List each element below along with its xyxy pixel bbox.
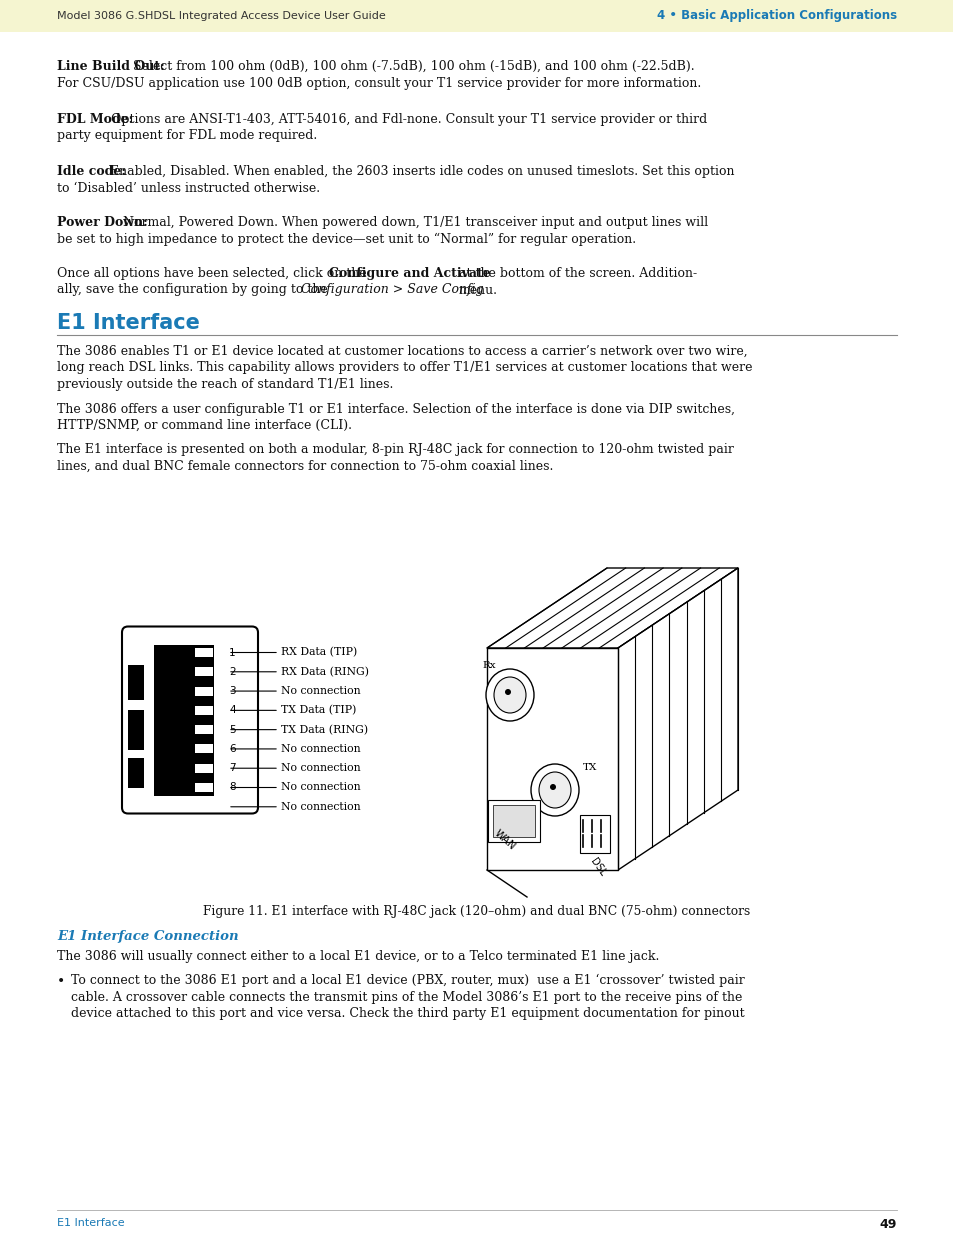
Text: Idle code:: Idle code: [57, 165, 126, 178]
Text: 2: 2 [229, 667, 235, 677]
Bar [194, 783, 213, 792]
Bar [194, 706, 213, 715]
Text: No connection: No connection [281, 687, 360, 697]
Polygon shape [618, 568, 738, 869]
Text: lines, and dual BNC female connectors for connection to 75-ohm coaxial lines.: lines, and dual BNC female connectors fo… [57, 459, 553, 473]
Bar [194, 725, 213, 734]
Circle shape [504, 689, 511, 695]
Text: The 3086 offers a user configurable T1 or E1 interface. Selection of the interfa: The 3086 offers a user configurable T1 o… [57, 403, 734, 415]
Bar [128, 758, 144, 788]
Ellipse shape [494, 677, 525, 713]
Text: be set to high impedance to protect the device—set unit to “Normal” for regular : be set to high impedance to protect the … [57, 232, 636, 246]
Text: RX Data (TIP): RX Data (TIP) [281, 647, 356, 658]
Text: to ‘Disabled’ unless instructed otherwise.: to ‘Disabled’ unless instructed otherwis… [57, 182, 320, 194]
Text: The E1 interface is presented on both a modular, 8-pin RJ-48C jack for connectio: The E1 interface is presented on both a … [57, 443, 733, 457]
Text: For CSU/DSU application use 100 0dB option, consult your T1 service provider for: For CSU/DSU application use 100 0dB opti… [57, 77, 700, 89]
Text: No connection: No connection [281, 802, 360, 811]
Bar [579, 815, 609, 853]
Text: ally, save the configuration by going to the: ally, save the configuration by going to… [57, 284, 332, 296]
Bar [194, 687, 213, 695]
Polygon shape [486, 648, 618, 869]
Circle shape [550, 784, 556, 790]
Bar [194, 745, 213, 753]
Text: Figure 11. E1 interface with RJ-48C jack (120–ohm) and dual BNC (75-ohm) connect: Figure 11. E1 interface with RJ-48C jack… [203, 905, 750, 918]
Text: E1 Interface: E1 Interface [57, 1218, 125, 1228]
Text: Normal, Powered Down. When powered down, T1/E1 transceiver input and output line: Normal, Powered Down. When powered down,… [123, 216, 707, 228]
Text: Line Build Out:: Line Build Out: [57, 61, 165, 73]
Bar [488, 800, 539, 842]
Text: HTTP/SNMP, or command line interface (CLI).: HTTP/SNMP, or command line interface (CL… [57, 419, 352, 432]
Text: Model 3086 G.SHDSL Integrated Access Device User Guide: Model 3086 G.SHDSL Integrated Access Dev… [57, 11, 385, 21]
Text: 1: 1 [229, 647, 235, 657]
Text: 7: 7 [229, 763, 235, 773]
Text: device attached to this port and vice versa. Check the third party E1 equipment : device attached to this port and vice ve… [71, 1007, 744, 1020]
Text: Once all options have been selected, click on the: Once all options have been selected, cli… [57, 267, 370, 280]
Text: 8: 8 [229, 783, 235, 793]
Bar [128, 664, 144, 700]
Text: party equipment for FDL mode required.: party equipment for FDL mode required. [57, 130, 317, 142]
Text: Power Down:: Power Down: [57, 216, 148, 228]
Text: E1 Interface: E1 Interface [57, 312, 200, 333]
Bar [493, 805, 535, 837]
Ellipse shape [485, 669, 534, 721]
Bar [194, 648, 213, 657]
Text: E1 Interface Connection: E1 Interface Connection [57, 930, 238, 944]
Text: Rx: Rx [481, 661, 496, 669]
Bar [0, 0, 953, 32]
Text: cable. A crossover cable connects the transmit pins of the Model 3086’s E1 port : cable. A crossover cable connects the tr… [71, 990, 741, 1004]
Ellipse shape [538, 772, 571, 808]
Ellipse shape [531, 764, 578, 816]
Bar [194, 763, 213, 773]
Text: 49: 49 [879, 1218, 896, 1231]
Text: DSL: DSL [587, 856, 607, 878]
Text: •: • [57, 974, 65, 988]
Text: TX: TX [582, 763, 597, 773]
Text: No connection: No connection [281, 783, 360, 793]
Text: FDL Mode:: FDL Mode: [57, 112, 133, 126]
Polygon shape [486, 568, 738, 648]
Text: 6: 6 [229, 743, 235, 753]
Text: WAN: WAN [492, 829, 517, 852]
Text: RX Data (RING): RX Data (RING) [281, 667, 369, 677]
Text: Enabled, Disabled. When enabled, the 2603 inserts idle codes on unused timeslots: Enabled, Disabled. When enabled, the 260… [110, 165, 734, 178]
Text: Configuration > Save Config: Configuration > Save Config [301, 284, 483, 296]
Text: 4 • Basic Application Configurations: 4 • Basic Application Configurations [657, 10, 896, 22]
Text: at the bottom of the screen. Addition-: at the bottom of the screen. Addition- [458, 267, 697, 280]
FancyBboxPatch shape [122, 626, 257, 814]
Text: The 3086 enables T1 or E1 device located at customer locations to access a carri: The 3086 enables T1 or E1 device located… [57, 345, 747, 358]
Text: To connect to the 3086 E1 port and a local E1 device (PBX, router, mux)  use a E: To connect to the 3086 E1 port and a loc… [71, 974, 744, 987]
Text: previously outside the reach of standard T1/E1 lines.: previously outside the reach of standard… [57, 378, 393, 391]
Text: Configure and Activate: Configure and Activate [329, 267, 490, 280]
Text: No connection: No connection [281, 743, 360, 753]
Text: Select from 100 ohm (0dB), 100 ohm (-7.5dB), 100 ohm (-15dB), and 100 ohm (-22.5: Select from 100 ohm (0dB), 100 ohm (-7.5… [132, 61, 694, 73]
Bar [194, 667, 213, 677]
Text: TX Data (TIP): TX Data (TIP) [281, 705, 356, 715]
Text: Options are ANSI-T1-403, ATT-54016, and Fdl-none. Consult your T1 service provid: Options are ANSI-T1-403, ATT-54016, and … [111, 112, 706, 126]
Bar [153, 645, 213, 795]
Text: menu.: menu. [458, 284, 497, 296]
Text: 4: 4 [229, 705, 235, 715]
Text: No connection: No connection [281, 763, 360, 773]
Text: long reach DSL links. This capability allows providers to offer T1/E1 services a: long reach DSL links. This capability al… [57, 362, 752, 374]
Text: 5: 5 [229, 725, 235, 735]
Text: The 3086 will usually connect either to a local E1 device, or to a Telco termina: The 3086 will usually connect either to … [57, 950, 659, 963]
Text: TX Data (RING): TX Data (RING) [281, 725, 368, 735]
Bar [128, 710, 144, 750]
Text: 3: 3 [229, 687, 235, 697]
